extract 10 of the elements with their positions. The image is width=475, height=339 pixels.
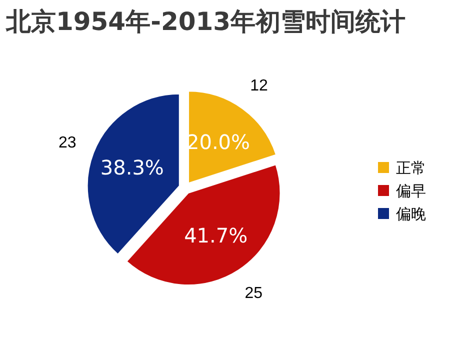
legend-label: 偏早	[396, 182, 426, 200]
data-label: 25	[244, 285, 263, 302]
legend-label: 正常	[396, 159, 426, 177]
legend-label: 偏晚	[396, 205, 426, 223]
data-label: 12	[250, 78, 268, 95]
text: 38.3%	[100, 156, 164, 180]
data-label: 23	[58, 134, 76, 152]
chart-title: 北京1954年-2013年初雪时间统计	[5, 7, 406, 36]
text: 20.0%	[186, 130, 250, 154]
text: 41.7%	[184, 223, 248, 248]
